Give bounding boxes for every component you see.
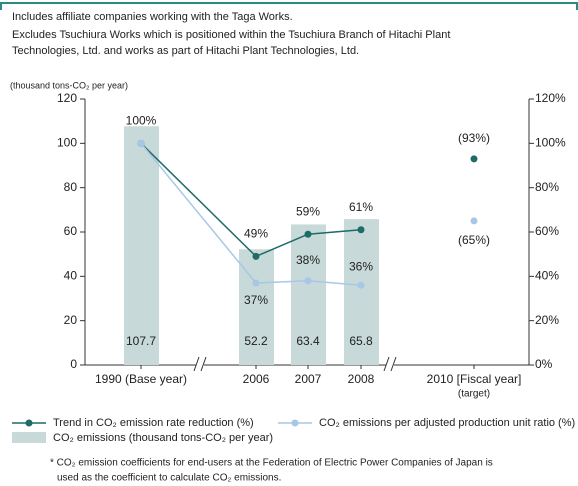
series-point xyxy=(357,226,365,234)
point-value-label: 100% xyxy=(126,114,157,128)
x-tick-sublabel: (target) xyxy=(458,389,490,400)
point-value-label: (93%) xyxy=(458,131,490,145)
series-point xyxy=(470,217,478,225)
point-value-label: 59% xyxy=(296,204,320,218)
legend-point xyxy=(291,419,299,427)
axis-break-gap xyxy=(196,357,204,373)
axis-break xyxy=(383,356,397,372)
x-tick-label: 2007 xyxy=(295,372,322,386)
point-value-label: 61% xyxy=(349,200,373,214)
series-point xyxy=(304,277,312,285)
y2-tick-label: 0% xyxy=(535,357,553,371)
x-tick-label: 2008 xyxy=(348,372,375,386)
y2-tick-label: 120% xyxy=(535,91,566,105)
legend-swatch xyxy=(12,432,46,443)
bar-value-label: 65.8 xyxy=(349,334,373,348)
bar-value-label: 52.2 xyxy=(244,334,268,348)
legend-label: CO₂ emissions (thousand tons-CO₂ per yea… xyxy=(53,432,273,444)
bar xyxy=(344,219,379,365)
point-value-label: (65%) xyxy=(458,233,490,247)
bar-value-label: 63.4 xyxy=(296,334,320,348)
y-axis-label: (thousand tons-CO₂ per year) xyxy=(10,80,128,90)
legend-label: CO₂ emissions per adjusted production un… xyxy=(319,417,575,429)
point-value-label: 37% xyxy=(244,293,268,307)
y-tick-label: 100 xyxy=(57,136,77,150)
point-value-label: 36% xyxy=(349,259,373,273)
y-tick-label: 0 xyxy=(70,357,77,371)
point-value-label: 38% xyxy=(296,253,320,267)
bar xyxy=(124,126,159,365)
y-tick-label: 60 xyxy=(64,224,78,238)
series-point xyxy=(252,279,260,287)
footnote: used as the coefficient to calculate CO₂… xyxy=(57,473,281,484)
y-tick-label: 20 xyxy=(64,313,78,327)
series-point xyxy=(252,252,260,260)
x-tick-label: 2006 xyxy=(243,372,270,386)
series-point xyxy=(304,230,312,238)
legend-label: Trend in CO₂ emission rate reduction (%) xyxy=(53,417,254,429)
note: Technologies, Ltd. and works as part of … xyxy=(12,45,359,57)
series-point xyxy=(137,139,145,147)
y2-tick-label: 20% xyxy=(535,313,559,327)
y-tick-label: 40 xyxy=(64,269,78,283)
series-point xyxy=(470,155,478,163)
y-tick-label: 120 xyxy=(57,91,77,105)
axis-break-gap xyxy=(386,357,394,373)
point-value-label: 49% xyxy=(244,227,268,241)
y2-tick-label: 100% xyxy=(535,136,566,150)
note: Includes affiliate companies working wit… xyxy=(12,11,293,23)
series-line xyxy=(140,142,362,258)
legend-point xyxy=(25,419,33,427)
y2-tick-label: 80% xyxy=(535,180,559,194)
x-tick-label: 2010 [Fiscal year] xyxy=(427,372,522,386)
bar-value-label: 107.7 xyxy=(126,334,156,348)
axis-break xyxy=(193,356,207,372)
y2-tick-label: 40% xyxy=(535,269,559,283)
series-point xyxy=(357,281,365,289)
y-tick-label: 80 xyxy=(64,180,78,194)
footnote: * CO₂ emission coefficients for end-user… xyxy=(50,458,493,469)
x-tick-label: 1990 (Base year) xyxy=(95,372,187,386)
series-line xyxy=(140,142,362,286)
y2-tick-label: 60% xyxy=(535,224,559,238)
note: Excludes Tsuchiura Works which is positi… xyxy=(12,29,450,41)
bar xyxy=(291,224,326,365)
